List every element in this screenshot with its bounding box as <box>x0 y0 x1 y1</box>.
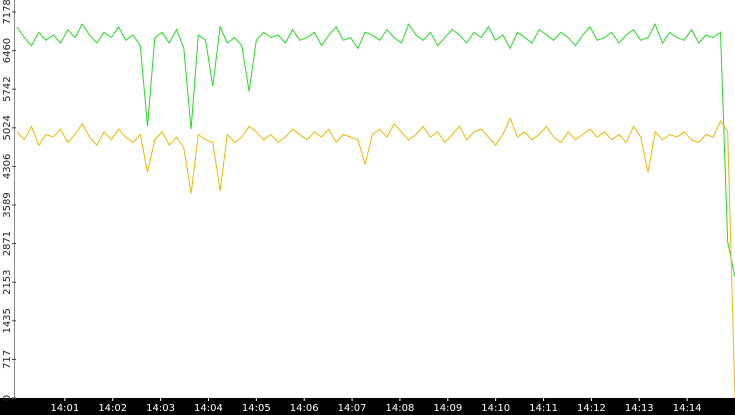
y-tick-label: 6460 <box>2 38 13 63</box>
x-tick-label: 14:11 <box>529 403 558 414</box>
x-tick-label: 14:08 <box>386 403 415 414</box>
x-tick-label: 14:06 <box>290 403 319 414</box>
x-tick-label: 14:01 <box>50 403 79 414</box>
y-tick-label: 0 <box>2 395 13 401</box>
x-tick-label: 14:09 <box>433 403 462 414</box>
y-tick-label: 717 <box>2 350 13 369</box>
x-tick-label: 14:03 <box>146 403 175 414</box>
y-tick-label: 7178 <box>2 0 13 25</box>
y-tick-label: 2153 <box>2 269 13 294</box>
x-tick-label: 14:07 <box>338 403 367 414</box>
series-line <box>16 23 735 278</box>
x-axis-band <box>0 398 735 415</box>
x-tick-label: 14:12 <box>577 403 606 414</box>
y-tick-label: 2871 <box>2 231 13 256</box>
y-tick-label: 5024 <box>2 115 13 140</box>
x-tick-label: 14:14 <box>673 403 702 414</box>
series-line <box>16 116 735 399</box>
x-tick-label: 14:10 <box>481 403 510 414</box>
y-tick-label: 4306 <box>2 154 13 179</box>
x-tick-label: 14:02 <box>98 403 127 414</box>
y-tick-label: 1435 <box>2 308 13 333</box>
x-tick-label: 14:05 <box>242 403 271 414</box>
x-tick-label: 14:04 <box>194 403 223 414</box>
y-tick-label: 5742 <box>2 76 13 101</box>
x-tick-label: 14:13 <box>625 403 654 414</box>
y-tick-label: 3589 <box>2 192 13 217</box>
